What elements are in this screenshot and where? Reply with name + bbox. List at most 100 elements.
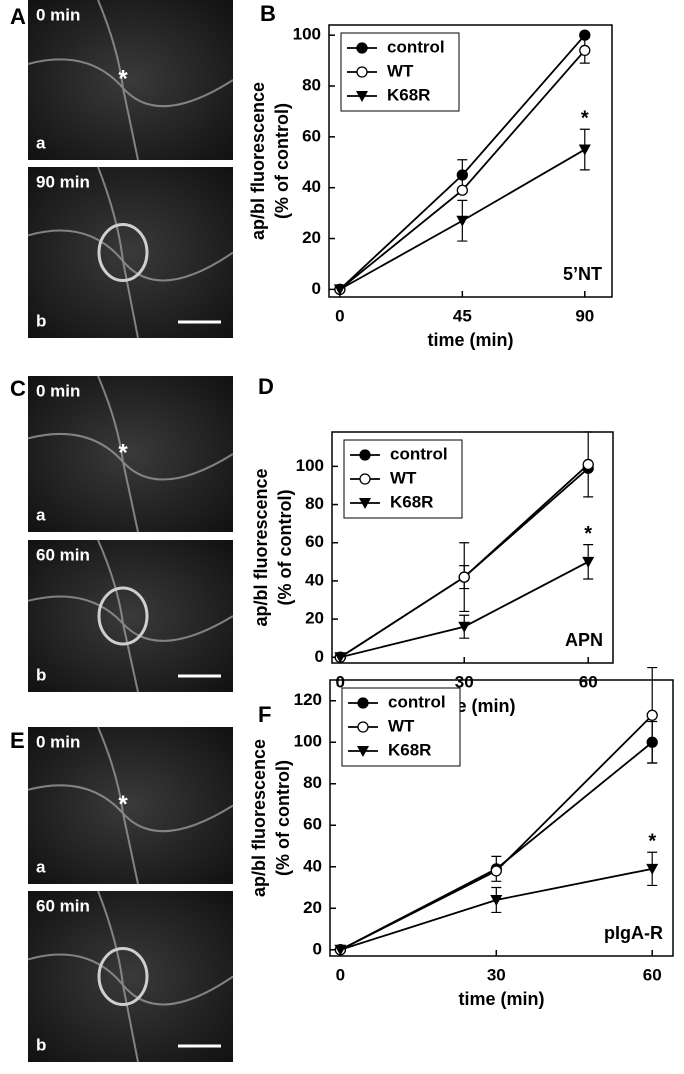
y-tick-label: 40: [302, 177, 321, 196]
panel-letter: D: [258, 374, 274, 399]
y-tick-label: 60: [302, 126, 321, 145]
marker: [646, 709, 658, 721]
y-axis-label: (% of control): [275, 490, 295, 606]
marker: [582, 556, 595, 568]
time-label: 60 min: [36, 896, 90, 915]
y-tick-label: 0: [313, 939, 322, 958]
time-label: 90 min: [36, 172, 90, 191]
y-axis-label: ap/bl fluorescence: [251, 468, 271, 626]
significance-star: *: [584, 523, 592, 545]
legend-marker: [359, 449, 371, 461]
x-tick-label: 45: [453, 306, 472, 325]
marker: [456, 169, 468, 181]
marker: [579, 44, 591, 57]
series: [334, 666, 658, 956]
y-axis-label: (% of control): [273, 760, 293, 876]
cell-ring: [97, 223, 149, 282]
cell-outline: [27, 726, 234, 885]
sub-label: b: [36, 1035, 46, 1054]
y-axis-label: ap/bl fluorescence: [248, 82, 268, 240]
series: [334, 851, 659, 956]
legend-marker: [357, 721, 369, 733]
marker: [490, 894, 503, 906]
micrograph: [28, 727, 233, 884]
cell-outline: [27, 0, 234, 161]
sub-label: a: [36, 857, 46, 876]
asterisk: *: [118, 65, 128, 92]
legend-label: WT: [388, 716, 415, 735]
plot-frame: [328, 24, 613, 298]
significance-star: *: [648, 831, 656, 853]
plot-frame: [329, 679, 674, 957]
y-tick-label: 60: [303, 815, 322, 834]
panel-annotation: pIgA-R: [604, 923, 663, 943]
legend-label: K68R: [390, 492, 433, 511]
x-tick-label: 0: [336, 965, 345, 984]
series: [334, 431, 594, 663]
legend-label: control: [387, 37, 445, 56]
legend-label: WT: [390, 468, 417, 487]
marker: [456, 184, 468, 196]
y-tick-label: 60: [305, 532, 324, 551]
marker: [490, 865, 502, 877]
legend-label: K68R: [387, 85, 430, 104]
y-tick-label: 100: [294, 732, 322, 751]
y-tick-label: 40: [305, 570, 324, 589]
panel-letter: F: [258, 702, 271, 727]
time-label: 60 min: [36, 545, 90, 564]
panel-annotation: 5’NT: [563, 264, 602, 284]
panel-letter: C: [10, 376, 26, 401]
marker: [458, 571, 470, 583]
panel-letter: E: [10, 728, 25, 753]
y-axis-label: (% of control): [272, 103, 292, 219]
sub-label: a: [36, 505, 46, 524]
micrograph: [28, 0, 233, 160]
cell-ring: [97, 586, 149, 646]
cell-outline: [27, 890, 234, 1063]
marker: [456, 215, 469, 227]
y-tick-label: 20: [303, 898, 322, 917]
marker: [334, 652, 347, 664]
time-label: 0 min: [36, 381, 80, 400]
micrograph: [28, 540, 233, 692]
legend-label: WT: [387, 61, 414, 80]
sub-label: b: [36, 311, 46, 330]
legend-marker: [356, 42, 368, 54]
x-axis-label: time (min): [458, 989, 544, 1009]
x-tick-label: 30: [487, 965, 506, 984]
time-label: 0 min: [36, 732, 80, 751]
legend-marker: [359, 498, 371, 509]
y-tick-label: 0: [315, 647, 324, 666]
significance-star: *: [581, 108, 589, 130]
time-label: 0 min: [36, 5, 80, 24]
legend-marker: [359, 473, 371, 485]
marker: [646, 863, 659, 875]
legend-marker: [356, 91, 368, 102]
y-tick-label: 100: [296, 456, 324, 475]
legend-label: control: [390, 444, 448, 463]
micrograph: [28, 167, 233, 338]
marker: [333, 284, 346, 296]
legend-marker: [356, 66, 368, 78]
panel-letter: A: [10, 4, 26, 29]
y-tick-label: 80: [302, 75, 321, 94]
panel-annotation: APN: [565, 630, 603, 650]
legend-marker: [357, 697, 369, 709]
legend-label: control: [388, 692, 446, 711]
micrograph: [28, 376, 233, 532]
asterisk: *: [118, 791, 128, 818]
x-tick-label: 0: [335, 306, 344, 325]
asterisk: *: [118, 439, 128, 466]
y-tick-label: 0: [312, 279, 321, 298]
series: [334, 544, 595, 664]
marker: [334, 944, 347, 956]
x-tick-label: 60: [643, 965, 662, 984]
cell-ring: [97, 947, 149, 1006]
micrograph: [28, 891, 233, 1062]
series: [333, 128, 591, 296]
panel-letter: B: [260, 1, 276, 26]
marker: [578, 144, 591, 156]
marker: [458, 621, 471, 633]
x-tick-label: 0: [336, 672, 345, 691]
